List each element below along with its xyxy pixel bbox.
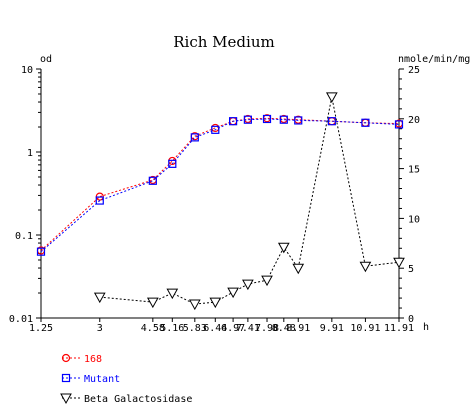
data-point — [359, 261, 372, 273]
x-tick-label: 7.98 — [255, 323, 279, 334]
series-line — [40, 117, 400, 251]
data-point — [166, 288, 179, 300]
legend-marker-square — [61, 373, 71, 383]
x-tick-label: 9.91 — [320, 323, 344, 334]
x-tick-label: 8.91 — [286, 323, 310, 334]
data-point — [394, 120, 404, 129]
data-point — [242, 279, 254, 291]
data-point — [211, 123, 220, 133]
series-line — [40, 118, 400, 253]
x-tick-label: 8.48 — [272, 323, 296, 334]
data-point — [168, 159, 177, 168]
x-tick-label: 11.91 — [384, 323, 414, 334]
x-tick-label: 10.91 — [350, 323, 380, 334]
series-line — [99, 96, 400, 305]
x-tick-label: 6.97 — [221, 323, 245, 334]
data-point — [262, 114, 272, 124]
y-right-tick-label: 20 — [408, 115, 420, 126]
series-mutant — [36, 114, 404, 256]
y-right-tick-label: 10 — [408, 214, 420, 225]
x-tick-label: 3 — [97, 323, 103, 334]
legend-label: Beta Galactosidase — [84, 394, 192, 405]
data-point — [243, 115, 252, 124]
axes: 10 1 0.1 0.01 25 20 15 10 5 0 1.25 3 4.585.165.836.4… — [9, 65, 420, 334]
data-point — [148, 176, 157, 185]
data-point — [188, 299, 201, 311]
data-point — [261, 275, 273, 287]
y-right-axis-label: nmole/min/mg — [398, 54, 470, 65]
x-tick-label: 1.25 — [29, 323, 53, 334]
data-point — [211, 125, 220, 134]
y-left-tick-label: 0.1 — [15, 231, 33, 242]
y-left-tick-label: 10 — [21, 65, 33, 76]
y-right-tick-label: 5 — [408, 264, 414, 275]
legend-marker-circle — [61, 353, 71, 363]
x-tick-label: 7.41 — [236, 323, 260, 334]
series-beta-galactosidase — [93, 92, 405, 311]
data-point — [393, 257, 405, 269]
x-tick-label: 6.44 — [203, 323, 227, 334]
y-right-tick-label: 25 — [408, 65, 420, 76]
legend-label: 168 — [84, 354, 102, 365]
data-point — [209, 297, 222, 309]
data-point — [325, 92, 338, 103]
series-168 — [36, 114, 404, 255]
data-point — [279, 115, 288, 124]
legend-marker-triangle-down — [60, 393, 72, 405]
data-point — [93, 292, 106, 304]
data-point — [292, 263, 305, 275]
y-right-tick-label: 15 — [408, 165, 420, 176]
x-tick-label: 5.16 — [160, 323, 184, 334]
series-layer — [36, 92, 405, 311]
data-point — [228, 117, 238, 126]
data-point — [361, 118, 370, 127]
data-point — [294, 116, 303, 125]
y-left-tick-label: 0.01 — [9, 314, 33, 325]
x-tick-label: 5.83 — [183, 323, 207, 334]
data-point — [190, 133, 199, 142]
data-point — [146, 297, 159, 309]
data-point — [277, 242, 290, 254]
y-right-tick-label: 0 — [408, 314, 414, 325]
y-left-tick-label: 1 — [27, 148, 33, 159]
x-tick-label: 4.58 — [141, 323, 165, 334]
data-point — [36, 247, 46, 256]
y-left-axis-label: od — [40, 54, 52, 65]
legend: 168 Mutant Beta Galactosidase — [60, 353, 192, 405]
data-point — [327, 117, 336, 126]
data-point — [95, 196, 104, 205]
legend-label: Mutant — [84, 374, 120, 385]
data-point — [227, 287, 239, 299]
x-axis-unit-label: h — [423, 322, 429, 333]
chart-title: Rich Medium — [173, 33, 274, 51]
